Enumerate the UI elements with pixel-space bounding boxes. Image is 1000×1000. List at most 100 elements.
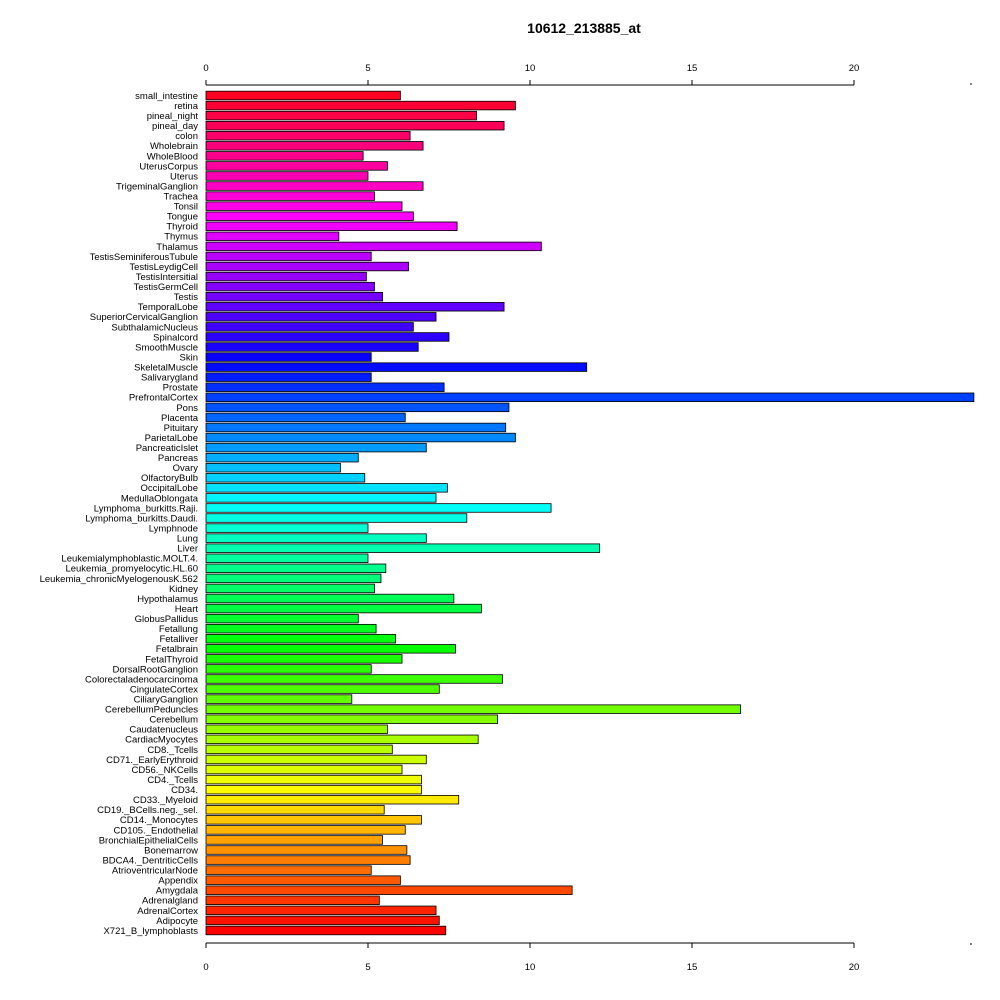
- category-label: Tongue: [167, 212, 198, 223]
- category-label: CerebellumPeduncles: [105, 705, 198, 716]
- category-label: SuperiorCervicalGanglion: [90, 312, 198, 323]
- bar: [205, 100, 516, 111]
- category-label: Caudatenucleus: [129, 725, 198, 736]
- category-label: Uterus: [170, 171, 198, 182]
- category-label: Thyroid: [166, 222, 198, 233]
- bar: [205, 382, 445, 392]
- category-label: WholeBlood: [147, 151, 198, 162]
- bar: [205, 795, 460, 805]
- category-label: Wholebrain: [150, 141, 198, 152]
- bar: [205, 221, 458, 231]
- bar: [205, 141, 424, 151]
- x-axis-top: 0 5 10 15 20: [203, 63, 972, 86]
- category-label: Prostate: [163, 383, 198, 394]
- bar: [205, 684, 440, 694]
- bars: [205, 90, 975, 936]
- bar: [205, 784, 422, 795]
- category-label: CardiacMyocytes: [125, 735, 198, 746]
- bar: [205, 674, 503, 684]
- bar: [205, 422, 507, 433]
- category-label: Fetalliver: [159, 634, 198, 645]
- bar: [205, 744, 393, 755]
- chart-title: 10612_213885_at: [527, 20, 641, 36]
- category-label: CD56._NKCells: [131, 765, 198, 776]
- bar: [205, 875, 401, 885]
- category-label: Liver: [177, 544, 198, 555]
- category-label: Placenta: [161, 413, 199, 424]
- category-label: Adipocyte: [156, 916, 198, 927]
- category-label: colon: [175, 131, 198, 142]
- category-label: Tonsil: [174, 202, 198, 213]
- bar: [205, 613, 359, 624]
- category-label: BronchialEpithelialCells: [99, 835, 199, 846]
- bar: [205, 191, 375, 201]
- category-label: CiliaryGanglion: [134, 695, 198, 706]
- category-label: CD14._Monocytes: [120, 815, 198, 826]
- category-label: PrefrontalCortex: [129, 393, 198, 404]
- category-label: TestisLeydigCell: [129, 262, 198, 273]
- category-label: Bonemarrow: [144, 845, 198, 856]
- category-label: CingulateCortex: [130, 684, 198, 695]
- bar: [205, 694, 353, 704]
- bar: [205, 352, 372, 362]
- category-label: MedullaOblongata: [121, 493, 199, 504]
- bar: [205, 714, 499, 724]
- category-label: Lymphnode: [149, 523, 198, 534]
- category-label: Lymphoma_burkitts.Daudi.: [85, 513, 198, 524]
- bar: [205, 905, 437, 916]
- category-label: Cerebellum: [149, 715, 198, 726]
- bar: [205, 885, 573, 895]
- bar: [205, 865, 372, 875]
- bar: [205, 855, 411, 865]
- category-label: Adrenalgland: [142, 896, 198, 907]
- x-tick-label-top: 15: [687, 63, 698, 74]
- category-label: Testis: [174, 292, 199, 303]
- bar: [205, 251, 372, 262]
- category-label: SubthalamicNucleus: [111, 322, 198, 333]
- bar: [205, 473, 366, 483]
- bar: [205, 412, 406, 423]
- bar: [205, 463, 341, 473]
- bar: [205, 724, 388, 734]
- x-tick-label-bottom: 15: [687, 962, 698, 973]
- category-label: Pancreas: [158, 453, 198, 464]
- category-label: OlfactoryBulb: [141, 473, 198, 484]
- x-tick-label-bottom: 10: [525, 962, 536, 973]
- bar: [205, 734, 479, 745]
- bar: [205, 493, 437, 503]
- category-label: Salivarygland: [141, 373, 198, 384]
- bar: [205, 241, 542, 252]
- category-label: TestisGermCell: [134, 282, 198, 293]
- category-label: small_intestine: [135, 91, 198, 102]
- bar: [205, 603, 482, 614]
- x-tick-label-top: 5: [365, 63, 370, 74]
- category-label: Thymus: [164, 232, 198, 243]
- bar: [205, 201, 403, 211]
- bar: [205, 563, 387, 574]
- bar: [205, 291, 383, 302]
- bar: [205, 372, 372, 382]
- category-label: Skin: [180, 352, 198, 363]
- category-label: FetalThyroid: [145, 654, 198, 665]
- bar: [205, 513, 468, 523]
- bar: [205, 835, 383, 845]
- bar: [205, 704, 741, 714]
- x-axis-bottom: 0 5 10 15 20: [203, 942, 972, 973]
- category-label: CD71._EarlyErythroid: [106, 755, 198, 766]
- category-label: pineal_night: [147, 111, 199, 122]
- category-label: Thalamus: [156, 242, 198, 253]
- category-label: Heart: [175, 604, 199, 615]
- category-label: DorsalRootGanglion: [112, 664, 198, 675]
- category-label: Leukemialymphoblastic.MOLT.4.: [61, 554, 198, 565]
- bar: [205, 281, 375, 292]
- category-label: Fetalbrain: [156, 644, 198, 655]
- bar: [205, 302, 505, 312]
- category-label: Colorectaladenocarcinoma: [85, 674, 199, 685]
- bar: [205, 503, 552, 513]
- category-label: Trachea: [164, 192, 199, 203]
- bar: [205, 654, 403, 664]
- x-tick-label-top: 20: [849, 63, 860, 74]
- category-label: Lung: [177, 534, 198, 545]
- category-label: TemporalLobe: [138, 302, 198, 313]
